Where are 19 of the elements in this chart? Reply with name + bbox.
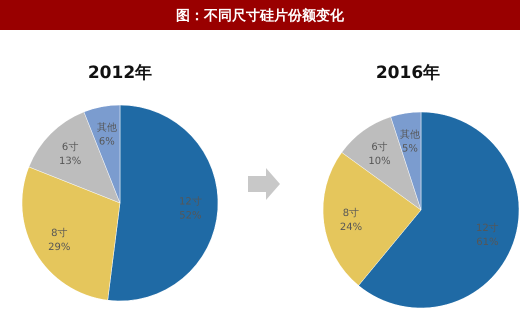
slice-label: 6寸 [371, 140, 388, 153]
slice-label: 12寸 [476, 222, 499, 234]
slice-label: 6寸 [62, 141, 78, 154]
slice-label: 12寸 [179, 195, 202, 208]
data-label: 10% [368, 156, 391, 167]
data-label: 6% [98, 136, 115, 148]
text: 图：不同尺寸硅片份额变化 [176, 7, 345, 24]
data-label: 5% [402, 143, 418, 154]
chart-title: 2016年 [376, 63, 440, 83]
slice-label: 8寸 [342, 206, 360, 219]
data-label: 61% [476, 236, 499, 248]
slice-label: 其他 [400, 128, 420, 140]
slice-label: 8寸 [51, 226, 68, 239]
data-label: 13% [58, 156, 82, 168]
data-label: 24% [340, 222, 362, 233]
slice-label: 其他 [96, 122, 117, 134]
chart-title: 2012年 [88, 63, 152, 83]
data-label: 52% [179, 210, 202, 222]
data-label: 29% [48, 242, 70, 253]
